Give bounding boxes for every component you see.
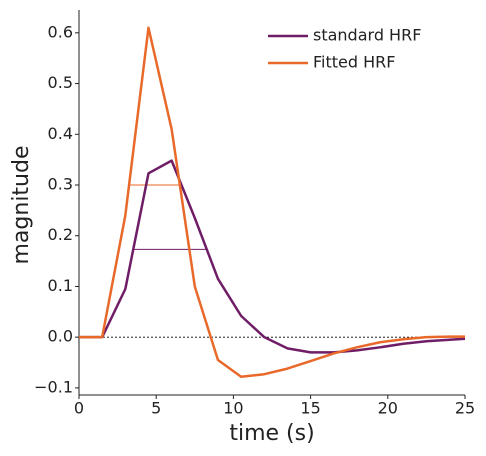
x-tick-label: 15 (300, 399, 320, 418)
x-axis-label: time (s) (229, 421, 314, 446)
series-line (79, 159, 466, 354)
x-tick-label: 25 (455, 399, 475, 418)
y-tick-label: 0.5 (48, 73, 73, 92)
x-tick-label: 20 (378, 399, 398, 418)
y-tick-label: 0.1 (48, 276, 73, 295)
x-tick-label: 5 (151, 399, 161, 418)
y-tick-label: 0.4 (48, 124, 73, 143)
y-tick-label: 0.2 (48, 225, 73, 244)
y-tick-label: 0.6 (48, 22, 73, 41)
y-tick-label: 0.3 (48, 175, 73, 194)
legend-label: standard HRF (313, 26, 421, 45)
y-axis-label: magnitude (9, 145, 34, 264)
legend-label: Fitted HRF (313, 53, 395, 72)
y-tick-label: −0.1 (34, 377, 73, 396)
series-line (79, 26, 465, 378)
x-tick-label: 10 (223, 399, 243, 418)
x-tick-label: 0 (74, 399, 84, 418)
y-tick-label: 0.0 (48, 327, 73, 346)
